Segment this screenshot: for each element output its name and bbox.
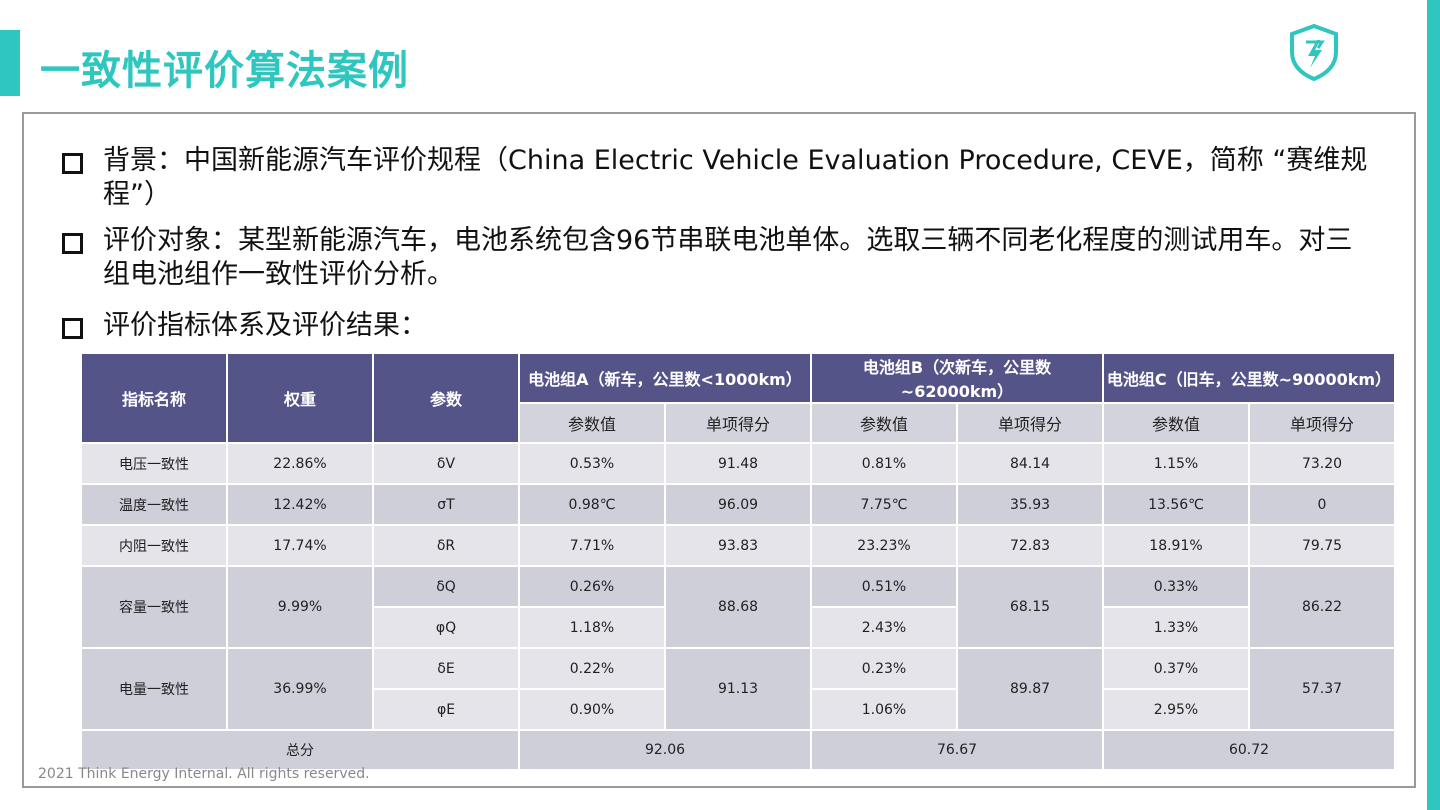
cell-a-value: 0.26%: [520, 567, 664, 606]
row-weight: 9.99%: [228, 567, 372, 647]
cell-b-value: 0.81%: [812, 444, 956, 483]
copyright-footer: 2021 Think Energy Internal. All rights r…: [38, 766, 370, 782]
row-param: δR: [374, 526, 518, 565]
cell-a-score: 91.48: [666, 444, 810, 483]
subheader-param-value: 参数值: [1104, 404, 1248, 442]
cell-b-score: 35.93: [958, 485, 1102, 524]
bullet-square-icon: [62, 233, 83, 254]
cell-a-value: 0.53%: [520, 444, 664, 483]
subheader-score: 单项得分: [958, 404, 1102, 442]
cell-a-score: 96.09: [666, 485, 810, 524]
cell-c-score: 0: [1250, 485, 1394, 524]
cell-a-score: 93.83: [666, 526, 810, 565]
cell-b-value: 2.43%: [812, 608, 956, 647]
cell-c-value: 0.37%: [1104, 649, 1248, 688]
subheader-score: 单项得分: [666, 404, 810, 442]
cell-c-score: 86.22: [1250, 567, 1394, 647]
cell-b-score: 84.14: [958, 444, 1102, 483]
total-label: 总分: [82, 731, 518, 769]
row-param: φQ: [374, 608, 518, 647]
cell-a-score: 91.13: [666, 649, 810, 729]
header-param: 参数: [374, 354, 518, 442]
subheader-param-value: 参数值: [812, 404, 956, 442]
cell-b-value: 7.75℃: [812, 485, 956, 524]
header-group-a: 电池组A（新车，公里数<1000km）: [520, 354, 810, 402]
cell-c-value: 1.15%: [1104, 444, 1248, 483]
row-param: φE: [374, 690, 518, 729]
cell-a-value: 0.98℃: [520, 485, 664, 524]
evaluation-table: 指标名称 权重 参数 电池组A（新车，公里数<1000km） 电池组B（次新车，…: [80, 352, 1396, 771]
header-indicator-name: 指标名称: [82, 354, 226, 442]
total-c: 60.72: [1104, 731, 1394, 769]
cell-b-value: 0.23%: [812, 649, 956, 688]
cell-c-score: 57.37: [1250, 649, 1394, 729]
bullet-text: 评价对象：某型新能源汽车，电池系统包含96节串联电池单体。选取三辆不同老化程度的…: [103, 225, 1353, 290]
total-a: 92.06: [520, 731, 810, 769]
bullet-text: 背景：中国新能源汽车评价规程（China Electric Vehicle Ev…: [103, 145, 1368, 210]
cell-c-score: 73.20: [1250, 444, 1394, 483]
row-weight: 36.99%: [228, 649, 372, 729]
cell-a-score: 88.68: [666, 567, 810, 647]
bullet-indicators: 评价指标体系及评价结果：: [62, 309, 1372, 343]
header-weight: 权重: [228, 354, 372, 442]
cell-b-score: 89.87: [958, 649, 1102, 729]
right-edge-bar: [1427, 0, 1440, 810]
bullet-square-icon: [62, 153, 83, 174]
row-name: 电量一致性: [82, 649, 226, 729]
row-param: δE: [374, 649, 518, 688]
bullet-object: 评价对象：某型新能源汽车，电池系统包含96节串联电池单体。选取三辆不同老化程度的…: [62, 224, 1372, 292]
cell-b-value: 0.51%: [812, 567, 956, 606]
bullet-square-icon: [62, 318, 83, 339]
cell-a-value: 0.22%: [520, 649, 664, 688]
row-name: 温度一致性: [82, 485, 226, 524]
cell-a-value: 1.18%: [520, 608, 664, 647]
cell-c-value: 18.91%: [1104, 526, 1248, 565]
row-param: σT: [374, 485, 518, 524]
cell-c-value: 13.56℃: [1104, 485, 1248, 524]
cell-c-value: 1.33%: [1104, 608, 1248, 647]
row-name: 容量一致性: [82, 567, 226, 647]
cell-a-value: 7.71%: [520, 526, 664, 565]
row-weight: 12.42%: [228, 485, 372, 524]
cell-c-value: 0.33%: [1104, 567, 1248, 606]
cell-b-score: 72.83: [958, 526, 1102, 565]
row-weight: 22.86%: [228, 444, 372, 483]
total-b: 76.67: [812, 731, 1102, 769]
title-accent-bar: [0, 30, 20, 96]
row-weight: 17.74%: [228, 526, 372, 565]
cell-c-score: 79.75: [1250, 526, 1394, 565]
cell-b-score: 68.15: [958, 567, 1102, 647]
page-title: 一致性评价算法案例: [40, 48, 409, 94]
cell-c-value: 2.95%: [1104, 690, 1248, 729]
bullet-background: 背景：中国新能源汽车评价规程（China Electric Vehicle Ev…: [62, 144, 1372, 212]
row-name: 电压一致性: [82, 444, 226, 483]
header-group-b: 电池组B（次新车，公里数~62000km）: [812, 354, 1102, 402]
subheader-param-value: 参数值: [520, 404, 664, 442]
row-name: 内阻一致性: [82, 526, 226, 565]
header-group-c: 电池组C（旧车，公里数~90000km）: [1104, 354, 1394, 402]
row-param: δQ: [374, 567, 518, 606]
cell-a-value: 0.90%: [520, 690, 664, 729]
bullet-text: 评价指标体系及评价结果：: [103, 310, 427, 341]
content-frame: [22, 112, 1416, 788]
subheader-score: 单项得分: [1250, 404, 1394, 442]
cell-b-value: 23.23%: [812, 526, 956, 565]
row-param: δV: [374, 444, 518, 483]
shield-logo-icon: [1290, 23, 1338, 82]
cell-b-value: 1.06%: [812, 690, 956, 729]
